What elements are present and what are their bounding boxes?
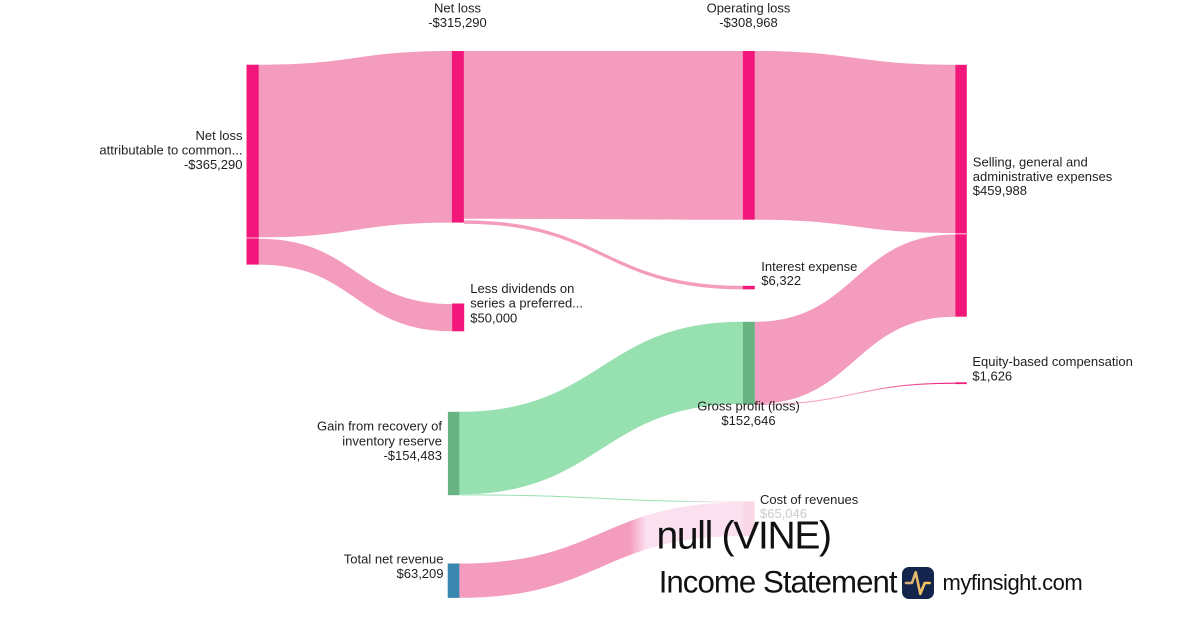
svg-text:Net loss: Net loss <box>434 1 481 16</box>
svg-text:series a preferred...: series a preferred... <box>470 296 583 311</box>
svg-text:attributable to common...: attributable to common... <box>99 143 242 158</box>
svg-text:Cost of revenues: Cost of revenues <box>760 492 859 507</box>
svg-text:Gain from recovery of: Gain from recovery of <box>317 419 442 434</box>
svg-text:$1,626: $1,626 <box>972 369 1012 384</box>
svg-text:Selling, general and: Selling, general and <box>973 155 1088 170</box>
svg-text:Gross profit (loss): Gross profit (loss) <box>697 399 800 414</box>
svg-text:-$154,483: -$154,483 <box>383 448 442 463</box>
svg-text:Total net revenue: Total net revenue <box>344 551 444 566</box>
svg-text:$65,046: $65,046 <box>760 506 807 521</box>
svg-text:Less dividends on: Less dividends on <box>470 281 574 296</box>
svg-text:$50,000: $50,000 <box>470 310 517 325</box>
svg-text:$6,322: $6,322 <box>761 273 801 288</box>
svg-text:$152,646: $152,646 <box>721 413 775 428</box>
svg-text:inventory reserve: inventory reserve <box>342 433 442 448</box>
svg-text:myfinsight.com: myfinsight.com <box>943 570 1083 595</box>
svg-text:$63,209: $63,209 <box>397 566 444 581</box>
svg-text:Interest expense: Interest expense <box>761 259 857 274</box>
svg-text:Income Statement: Income Statement <box>659 565 898 600</box>
svg-text:Operating loss: Operating loss <box>707 1 791 16</box>
svg-text:administrative expenses: administrative expenses <box>973 169 1113 184</box>
svg-text:-$365,290: -$365,290 <box>184 157 243 172</box>
svg-text:null (VINE): null (VINE) <box>657 515 831 558</box>
svg-text:$459,988: $459,988 <box>973 183 1027 198</box>
svg-text:Equity-based compensation: Equity-based compensation <box>972 354 1132 369</box>
svg-text:Net loss: Net loss <box>196 128 243 143</box>
svg-text:-$315,290: -$315,290 <box>428 15 487 30</box>
svg-text:-$308,968: -$308,968 <box>719 15 778 30</box>
